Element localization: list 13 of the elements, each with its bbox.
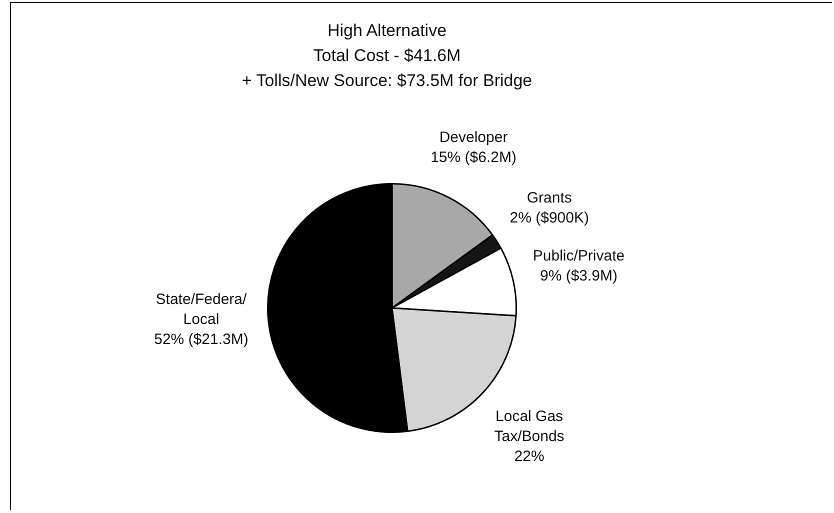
chart-title: High Alternative <box>326 20 448 42</box>
slice-label: Local Gas Tax/Bonds <box>494 408 564 446</box>
slice-label: Public/Private <box>532 247 625 264</box>
data-label: 9% ($3.9M) <box>540 267 618 284</box>
slice-label: State/Federa/ Local <box>156 291 248 328</box>
chart-subtitle: Total Cost - $41.6M <box>312 45 462 67</box>
slice-label: Grants <box>526 189 572 206</box>
slice-label: Developer <box>439 129 508 146</box>
text: + Tolls/New Source: $73.5M for Bridge <box>240 70 534 92</box>
data-label: 15% ($6.2M) <box>430 149 516 166</box>
data-label: 22% <box>514 448 544 466</box>
data-label: 2% ($900K) <box>510 209 589 226</box>
data-label: 52% ($21.3M) <box>154 331 248 348</box>
